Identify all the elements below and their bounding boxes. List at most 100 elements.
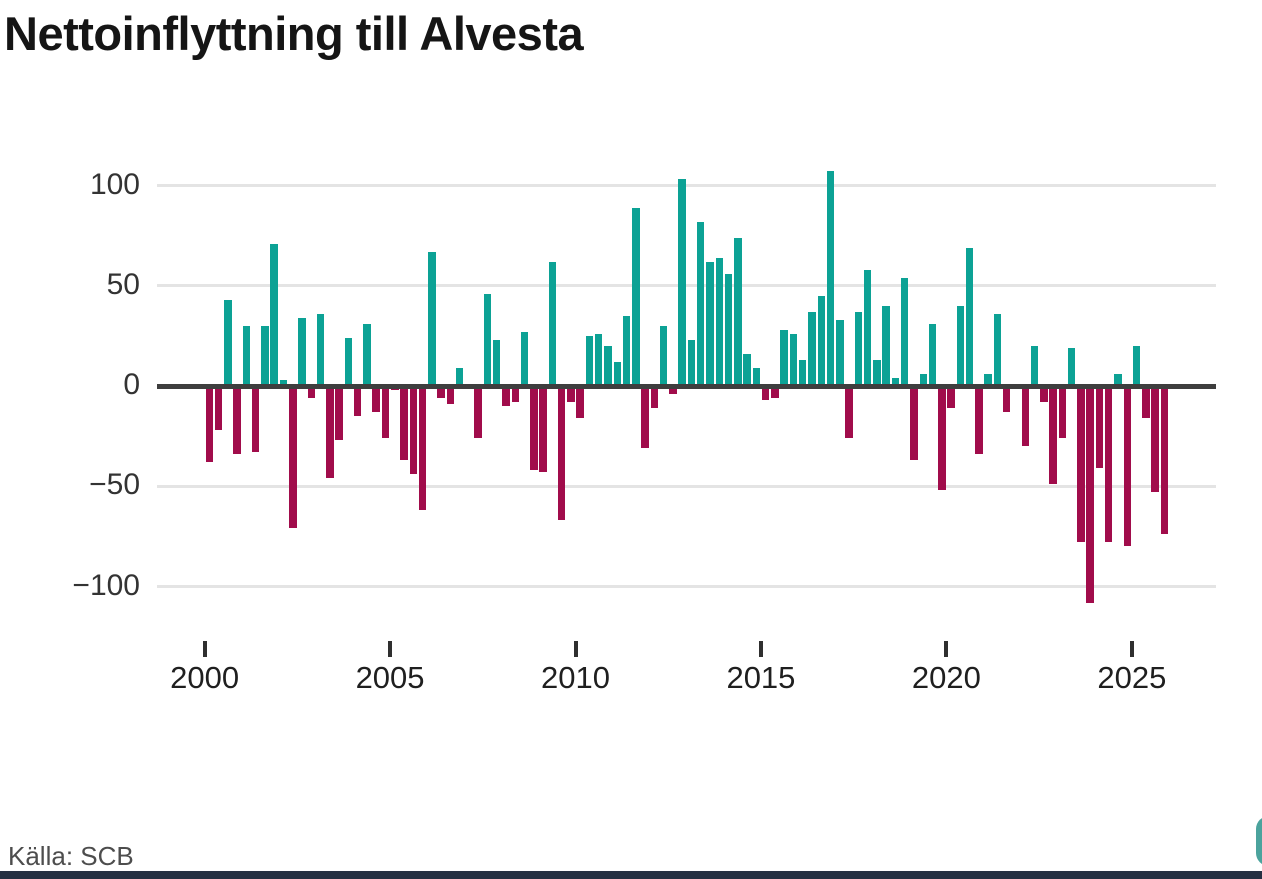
bar-2011-Q3: [632, 207, 640, 386]
bar-2015-Q4: [789, 333, 798, 386]
bar-2001-Q4: [270, 243, 278, 386]
bar-2006-Q3: [446, 386, 455, 405]
x-axis-tick: [758, 641, 763, 657]
bar-2000-Q2: [214, 386, 223, 431]
bar-2004-Q2: [363, 323, 371, 386]
bar-2014-Q1: [724, 273, 733, 386]
bar-2019-Q3: [928, 323, 937, 386]
bar-2002-Q4: [307, 386, 316, 399]
x-axis-tick: [944, 641, 949, 657]
bar-2021-Q1: [984, 373, 992, 386]
bar-2012-Q4: [678, 179, 686, 386]
x-axis-zero-line: [157, 383, 1216, 389]
bar-2009-Q4: [567, 386, 575, 403]
bar-2016-Q2: [808, 311, 816, 386]
bar-2016-Q1: [798, 359, 807, 386]
bar-2004-Q1: [353, 386, 362, 417]
bar-2001-Q3: [261, 325, 269, 386]
bar-2020-Q1: [947, 386, 955, 409]
bar-2019-Q1: [910, 386, 918, 461]
bar-2019-Q2: [919, 373, 928, 386]
bottom-accent-bar: [0, 871, 1262, 879]
x-axis-label: 2010: [541, 660, 610, 695]
bar-2008-Q1: [502, 386, 510, 407]
bar-2017-Q2: [845, 386, 853, 439]
bar-2009-Q3: [557, 386, 566, 521]
bar-2023-Q3: [1077, 386, 1085, 543]
bar-2008-Q2: [511, 386, 520, 403]
bar-2008-Q4: [530, 386, 538, 471]
bar-2022-Q3: [1040, 386, 1048, 403]
bar-2013-Q3: [706, 261, 714, 386]
bar-2024-Q1: [1095, 386, 1104, 469]
bar-2024-Q3: [1114, 373, 1122, 386]
bar-2010-Q3: [594, 333, 603, 386]
bar-2018-Q4: [900, 277, 909, 386]
bar-2020-Q4: [975, 386, 983, 455]
bar-2020-Q3: [965, 247, 974, 386]
bar-2018-Q1: [873, 359, 881, 386]
bar-2009-Q1: [539, 386, 547, 473]
bar-2019-Q4: [938, 386, 946, 491]
x-axis-tick: [202, 641, 207, 657]
gridline: [157, 484, 1216, 488]
newsworthy-bubble-chart-icon: [1256, 816, 1262, 866]
bar-2022-Q1: [1021, 386, 1030, 447]
bar-2021-Q2: [993, 313, 1002, 386]
bar-2016-Q4: [826, 171, 835, 386]
bar-2003-Q1: [316, 313, 325, 386]
bar-2002-Q1: [279, 379, 288, 386]
bar-2017-Q3: [854, 311, 863, 386]
bar-2014-Q2: [734, 237, 742, 386]
bar-2007-Q2: [474, 386, 482, 439]
bar-2017-Q1: [836, 319, 844, 386]
bar-2015-Q2: [771, 386, 779, 399]
bar-2012-Q2: [659, 325, 668, 386]
bar-2010-Q2: [585, 335, 594, 386]
bar-2021-Q3: [1002, 386, 1011, 413]
page-title: Nettoinflyttning till Alvesta: [4, 7, 584, 60]
bar-2022-Q4: [1049, 386, 1057, 485]
bar-2002-Q3: [298, 317, 306, 386]
source-caption: Källa: SCB: [8, 841, 134, 871]
y-axis-label: −100: [72, 568, 140, 602]
y-axis-label: 100: [89, 167, 140, 201]
bar-2014-Q4: [752, 367, 761, 386]
bar-2005-Q2: [400, 386, 408, 461]
bar-2005-Q4: [418, 386, 427, 511]
x-axis-tick: [388, 641, 393, 657]
bar-2025-Q3: [1151, 386, 1159, 493]
bar-2024-Q2: [1104, 386, 1113, 543]
gridline: [157, 184, 1216, 187]
y-axis-label: 50: [106, 267, 140, 301]
bar-2000-Q3: [224, 299, 232, 386]
x-axis-tick: [1129, 641, 1134, 657]
bar-2003-Q4: [344, 337, 353, 386]
bar-2024-Q4: [1123, 386, 1132, 547]
x-axis-label: 2020: [911, 660, 981, 695]
bar-2003-Q2: [326, 386, 334, 479]
bar-2007-Q4: [492, 339, 501, 386]
bar-2012-Q1: [650, 386, 659, 409]
bar-2001-Q1: [242, 325, 251, 386]
bar-2009-Q2: [548, 261, 557, 386]
bar-2018-Q3: [891, 377, 900, 386]
bar-2010-Q1: [576, 386, 584, 419]
bar-2023-Q4: [1086, 386, 1094, 603]
bar-2025-Q1: [1132, 345, 1141, 386]
bar-2023-Q2: [1067, 347, 1076, 386]
bar-2015-Q1: [761, 386, 770, 401]
bar-2007-Q3: [483, 293, 492, 386]
bar-2018-Q2: [882, 305, 890, 386]
y-axis-label: 0: [123, 368, 140, 401]
bar-2005-Q3: [409, 386, 418, 475]
bar-2006-Q1: [428, 251, 436, 386]
bar-2013-Q4: [715, 257, 724, 386]
x-axis-label: 2025: [1097, 660, 1167, 695]
bar-2015-Q3: [780, 329, 788, 386]
bar-2016-Q3: [817, 295, 826, 386]
bar-2004-Q3: [372, 386, 380, 413]
bar-2000-Q1: [205, 386, 214, 463]
bar-2025-Q4: [1160, 386, 1169, 535]
